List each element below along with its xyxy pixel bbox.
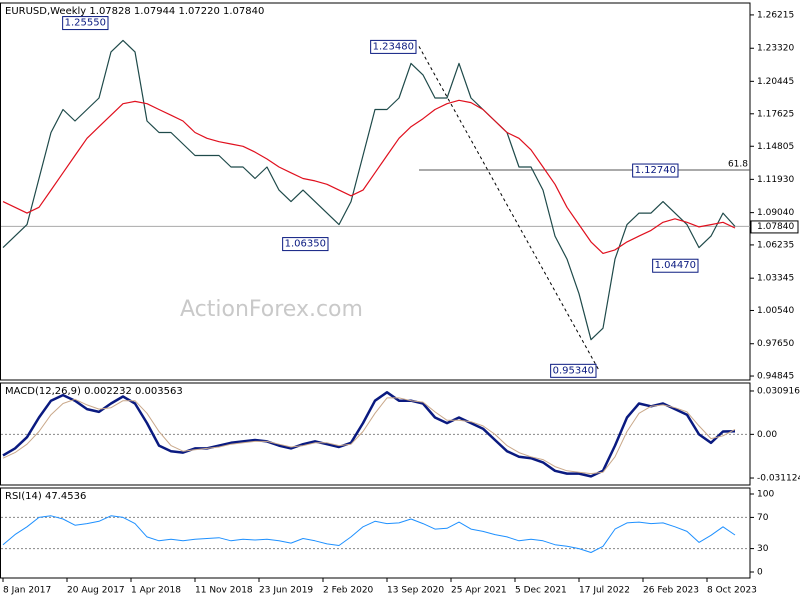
y-tick-label: 1.20445 (757, 77, 794, 87)
x-tick-label: 8 Oct 2023 (707, 586, 757, 596)
last-price-label: 1.07840 (757, 222, 794, 232)
panel-frame (0, 2, 751, 381)
retracement-label: 61.8 (728, 160, 748, 170)
price-label: 1.12740 (632, 163, 679, 178)
y-tick-label: 0 (757, 567, 763, 577)
y-tick-label: 1.03345 (757, 274, 794, 284)
y-tick-label: 1.26215 (757, 10, 794, 20)
y-tick-label: 100 (757, 490, 774, 500)
y-tick-label: 1.23320 (757, 44, 794, 54)
price-label-box (550, 363, 597, 378)
price-label-text: 1.04470 (655, 260, 696, 271)
series-line (2, 39, 736, 341)
x-tick-label: 20 Aug 2017 (67, 586, 125, 596)
price-label: 1.06350 (282, 237, 329, 252)
x-tick-label: 23 Jun 2019 (259, 586, 313, 596)
series-line (2, 397, 736, 475)
panel-title: EURUSD,Weekly 1.07828 1.07944 1.07220 1.… (5, 6, 264, 17)
price-label: 1.04470 (652, 258, 699, 273)
y-tick-label: 0.030916 (757, 386, 800, 396)
price-label: 1.23480 (370, 39, 417, 54)
x-tick-label: 2 Feb 2020 (323, 586, 374, 596)
last-price-tag: 1.07840 (750, 220, 799, 234)
y-tick-label: 0.94845 (757, 372, 794, 382)
series-line (2, 99, 736, 254)
y-tick-label: 1.06235 (757, 240, 794, 250)
price-label-box (62, 16, 109, 31)
x-tick-label: 5 Dec 2021 (515, 586, 567, 596)
price-label-text: 1.23480 (373, 41, 414, 52)
panel-title: MACD(12,26,9) 0.002232 0.003563 (5, 386, 183, 397)
y-tick-label: 1.17625 (757, 109, 794, 119)
price-label-text: 1.25550 (65, 18, 106, 29)
price-label: 0.95340 (550, 363, 597, 378)
last-price-box (750, 220, 799, 234)
y-tick-label: 70 (757, 513, 769, 523)
x-tick-label: 13 Sep 2020 (387, 586, 444, 596)
price-label-box (652, 258, 699, 273)
y-tick-label: -0.031124 (757, 474, 800, 484)
watermark: ActionForex.com (180, 297, 363, 322)
y-tick-label: 30 (757, 544, 769, 554)
y-tick-label: 1.09040 (757, 208, 794, 218)
panel-frame (0, 487, 751, 579)
x-tick-label: 8 Jan 2017 (3, 586, 51, 596)
x-tick-label: 26 Feb 2023 (643, 586, 699, 596)
series-line (2, 515, 736, 553)
price-label-text: 1.06350 (285, 239, 326, 250)
x-tick-label: 17 Jul 2022 (579, 586, 630, 596)
price-label-box (632, 163, 679, 178)
price-label-text: 1.12740 (635, 165, 676, 176)
y-tick-label: 1.11930 (757, 175, 794, 185)
x-tick-label: 25 Apr 2021 (451, 586, 507, 596)
y-tick-label: 1.00540 (757, 306, 794, 316)
y-tick-label: 0.00 (757, 430, 777, 440)
price-label-text: 0.95340 (553, 365, 594, 376)
panel-title: RSI(14) 47.4536 (5, 491, 86, 502)
price-label-box (370, 39, 417, 54)
price-label: 1.25550 (62, 16, 109, 31)
x-tick-label: 11 Nov 2018 (195, 586, 253, 596)
y-tick-label: 1.14805 (757, 142, 794, 152)
price-label-box (282, 237, 329, 252)
y-tick-label: 0.97650 (757, 339, 794, 349)
x-tick-label: 1 Apr 2018 (131, 586, 181, 596)
series-line (2, 391, 736, 478)
trend-line (418, 46, 600, 371)
